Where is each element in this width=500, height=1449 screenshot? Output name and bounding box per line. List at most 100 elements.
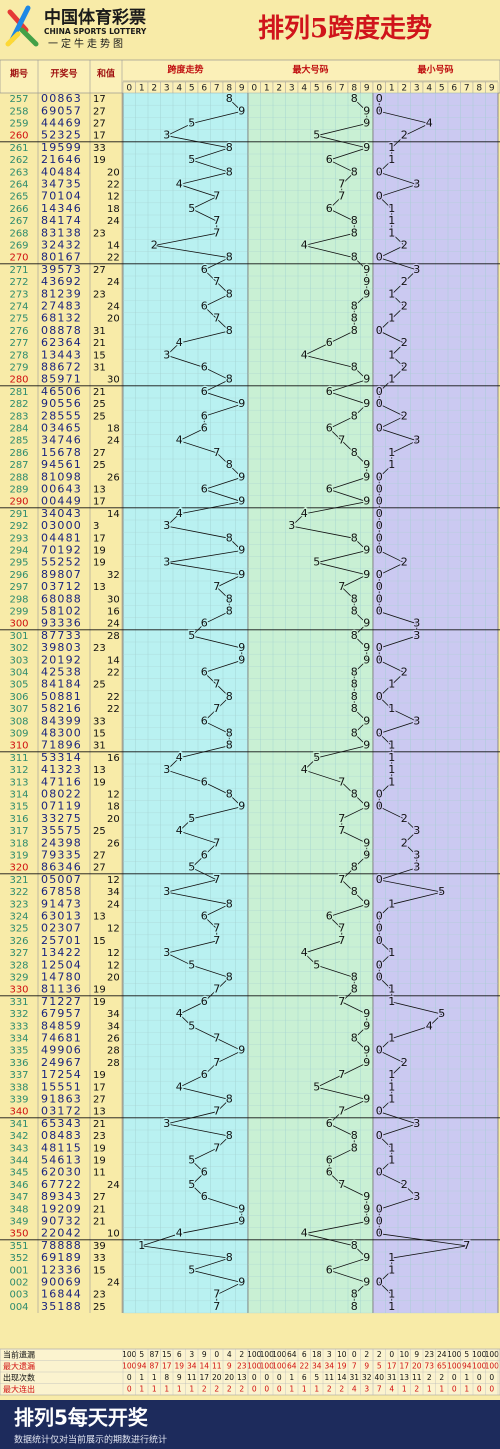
period: 327 <box>9 948 28 959</box>
trend-digit: 7 <box>213 312 220 325</box>
stats-value: 23 <box>424 1350 434 1359</box>
trend-digit: 9 <box>363 1190 370 1203</box>
sum-value: 14 <box>107 509 120 520</box>
stats-value: 2 <box>439 1373 444 1382</box>
trend-digit: 8 <box>226 92 233 105</box>
digit-header: 8 <box>226 84 232 94</box>
sum-value: 27 <box>93 863 106 874</box>
stats-value: 2 <box>377 1350 382 1359</box>
trend-digit: 8 <box>351 226 358 239</box>
sum-value: 18 <box>107 204 120 215</box>
sum-value: 24 <box>107 1180 120 1191</box>
stats-value: 0 <box>214 1350 219 1359</box>
sum-value: 27 <box>93 106 106 117</box>
stats-value: 19 <box>337 1361 347 1370</box>
draw-number: 17254 <box>41 1068 82 1081</box>
sum-value: 17 <box>93 94 106 105</box>
sum-value: 20 <box>107 973 120 984</box>
digit-header: 4 <box>426 84 432 94</box>
trend-digit: 1 <box>388 983 395 996</box>
sum-value: 17 <box>93 497 106 508</box>
trend-digit: 9 <box>363 1276 370 1289</box>
sum-value: 14 <box>107 241 120 252</box>
stats-value: 11 <box>187 1373 197 1382</box>
stats-value: 1 <box>177 1384 182 1393</box>
draw-number: 53314 <box>41 751 82 764</box>
stats-value: 15 <box>162 1350 172 1359</box>
sum-value: 13 <box>93 1107 106 1118</box>
sum-value: 31 <box>93 741 106 752</box>
stats-value: 24 <box>437 1350 447 1359</box>
sum-value: 23 <box>93 1290 106 1301</box>
sum-value: 15 <box>93 936 106 947</box>
stats-value: 5 <box>139 1350 144 1359</box>
trend-digit: 1 <box>388 373 395 386</box>
sum-value: 25 <box>93 680 106 691</box>
stats-value: 100 <box>447 1361 462 1370</box>
sum-value: 18 <box>107 802 120 813</box>
draw-number: 08022 <box>41 788 82 801</box>
trend-digit: 1 <box>388 1263 395 1276</box>
draw-number: 88672 <box>41 361 82 374</box>
trend-digit: 0 <box>376 165 383 178</box>
trend-digit: 8 <box>351 629 358 642</box>
trend-digit: 0 <box>376 873 383 886</box>
trend-digit: 2 <box>401 409 408 422</box>
trend-digit: 5 <box>313 556 320 569</box>
trend-digit: 0 <box>376 324 383 337</box>
stats-value: 0 <box>264 1384 269 1393</box>
trend-digit: 9 <box>238 1044 245 1057</box>
trend-digit: 1 <box>388 287 395 300</box>
draw-number: 22042 <box>41 1227 82 1240</box>
sum-value: 21 <box>93 1119 106 1130</box>
trend-digit: 4 <box>176 1080 183 1093</box>
stats-value: 2 <box>239 1384 244 1393</box>
trend-digit: 8 <box>351 592 358 605</box>
digit-header: 5 <box>439 84 445 94</box>
trend-digit: 7 <box>213 702 220 715</box>
trend-digit: 6 <box>326 1117 333 1130</box>
sum-value: 19 <box>93 1143 106 1154</box>
stats-value: 2 <box>327 1384 332 1393</box>
sum-value: 22 <box>107 253 120 264</box>
stats-value: 0 <box>277 1384 282 1393</box>
trend-digit: 4 <box>301 946 308 959</box>
stats-value: 1 <box>427 1384 432 1393</box>
trend-digit: 8 <box>351 446 358 459</box>
draw-number: 16844 <box>41 1288 82 1301</box>
stats-value: 0 <box>352 1350 357 1359</box>
trend-digit: 5 <box>188 202 195 215</box>
trend-line <box>377 99 467 1307</box>
trend-digit: 8 <box>226 788 233 801</box>
draw-number: 67858 <box>41 885 82 898</box>
trend-digit: 4 <box>176 1007 183 1020</box>
trend-digit: 7 <box>213 678 220 691</box>
draw-number: 69057 <box>41 104 82 117</box>
period: 279 <box>9 363 28 374</box>
stats-value: 100 <box>472 1361 487 1370</box>
trend-digit: 7 <box>213 580 220 593</box>
draw-number: 03712 <box>41 580 82 593</box>
draw-number: 39573 <box>41 263 82 276</box>
stats-label: 最大遗漏 <box>3 1361 35 1371</box>
trend-digit: 9 <box>363 641 370 654</box>
sum-value: 24 <box>107 1278 120 1289</box>
sum-value: 27 <box>93 851 106 862</box>
period: 001 <box>9 1265 28 1276</box>
trend-digit: 6 <box>326 1154 333 1167</box>
stats-value: 3 <box>189 1350 194 1359</box>
sum-value: 23 <box>93 228 106 239</box>
stats-value: 1 <box>464 1384 469 1393</box>
period: 258 <box>9 106 28 117</box>
trend-digit: 0 <box>376 1227 383 1240</box>
stats-value: 87 <box>149 1361 159 1370</box>
stats-value: 7 <box>377 1384 382 1393</box>
stats-value: 11 <box>412 1373 422 1382</box>
trend-digit: 8 <box>226 739 233 752</box>
trend-digit: 9 <box>363 1202 370 1215</box>
draw-number: 70192 <box>41 544 82 557</box>
trend-digit: 3 <box>413 178 420 191</box>
trend-digit: 9 <box>238 495 245 508</box>
sum-value: 22 <box>107 704 120 715</box>
draw-number: 21646 <box>41 153 82 166</box>
